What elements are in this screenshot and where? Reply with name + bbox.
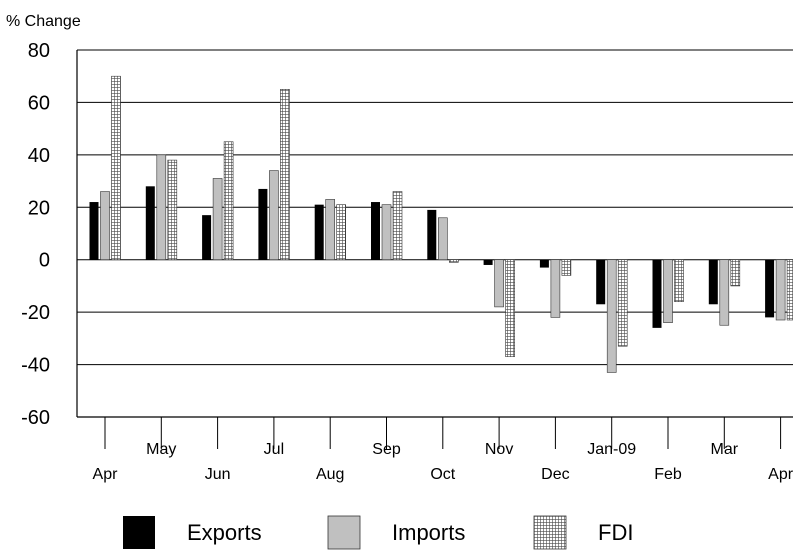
bar-imports bbox=[212, 178, 223, 261]
y-tick-label: 20 bbox=[28, 197, 50, 219]
bar-fdi bbox=[561, 259, 572, 276]
bar-fdi bbox=[448, 259, 459, 263]
bar-fdi bbox=[167, 159, 178, 261]
bar-exports bbox=[427, 209, 437, 260]
bar-imports bbox=[156, 154, 167, 261]
bar-imports bbox=[606, 259, 617, 373]
x-tick-label: Aug bbox=[316, 466, 344, 483]
legend-swatch-exports bbox=[123, 516, 155, 549]
x-tick-label: Dec bbox=[541, 466, 569, 483]
bar-exports bbox=[652, 259, 662, 328]
legend-swatch-fdi bbox=[533, 515, 567, 550]
bar-fdi bbox=[674, 259, 684, 302]
y-axis-ticks: 80 60 40 20 0 -20 -40 -60 bbox=[21, 40, 50, 429]
y-tick-label: 0 bbox=[39, 250, 50, 272]
bar-imports bbox=[663, 259, 673, 323]
bar-fdi bbox=[223, 141, 234, 261]
y-tick-label: 60 bbox=[28, 92, 50, 114]
bar-exports bbox=[258, 188, 268, 260]
bar-fdi bbox=[111, 75, 121, 261]
bar-imports bbox=[494, 259, 504, 308]
x-tick-label: Feb bbox=[654, 466, 682, 483]
x-axis-ticks: Apr May Jun Jul Aug Sep Oct Nov Dec Jan-09 Feb Mar A… bbox=[93, 417, 793, 483]
bar-imports bbox=[381, 204, 392, 261]
legend-swatch-imports bbox=[327, 515, 361, 550]
x-tick-label: Apr bbox=[768, 466, 793, 483]
gridlines bbox=[77, 49, 793, 366]
bar-imports bbox=[437, 217, 448, 261]
x-tick-label: May bbox=[146, 441, 176, 458]
x-tick-label: Jul bbox=[264, 441, 284, 458]
bar-fdi bbox=[280, 89, 290, 261]
y-tick-label: -40 bbox=[21, 355, 50, 377]
bar-imports bbox=[325, 199, 336, 261]
bar-imports bbox=[775, 259, 786, 321]
y-axis-label: % Change bbox=[6, 13, 81, 30]
bar-imports bbox=[550, 259, 561, 318]
bar-imports bbox=[269, 170, 279, 261]
bar-fdi bbox=[505, 259, 515, 358]
legend-label-exports: Exports bbox=[187, 520, 262, 545]
bar-fdi bbox=[336, 204, 347, 261]
bar-fdi bbox=[392, 191, 403, 261]
bar-exports bbox=[202, 215, 212, 260]
bar-exports bbox=[89, 202, 99, 260]
x-tick-label: Jun bbox=[205, 466, 231, 483]
bar-fdi bbox=[730, 259, 741, 287]
legend-label-imports: Imports bbox=[392, 520, 465, 545]
bar-exports bbox=[708, 259, 718, 305]
bar-exports bbox=[371, 202, 380, 260]
bar-exports bbox=[596, 259, 606, 305]
bar-exports bbox=[539, 259, 549, 268]
y-tick-label: 40 bbox=[28, 145, 50, 167]
bar-exports bbox=[145, 186, 155, 260]
legend: Exports Imports FDI bbox=[123, 515, 633, 550]
bar-exports bbox=[483, 259, 493, 265]
axes bbox=[76, 50, 793, 418]
bar-exports bbox=[765, 259, 775, 318]
y-tick-label: -60 bbox=[21, 407, 50, 429]
x-tick-label: Apr bbox=[93, 466, 119, 483]
y-tick-label: -20 bbox=[21, 302, 50, 324]
legend-label-fdi: FDI bbox=[598, 520, 633, 545]
x-tick-label: Oct bbox=[430, 466, 455, 483]
y-tick-label: 80 bbox=[28, 40, 50, 62]
x-tick-label: Sep bbox=[372, 441, 401, 458]
bar-imports bbox=[719, 259, 730, 326]
bar-exports bbox=[314, 204, 324, 260]
x-tick-label: Mar bbox=[711, 441, 739, 458]
bar-imports bbox=[100, 191, 110, 261]
bars bbox=[89, 75, 793, 373]
x-tick-label: Jan-09 bbox=[587, 441, 636, 458]
bar-fdi bbox=[617, 259, 628, 347]
bar-fdi bbox=[786, 259, 793, 321]
x-tick-label: Nov bbox=[485, 441, 513, 458]
